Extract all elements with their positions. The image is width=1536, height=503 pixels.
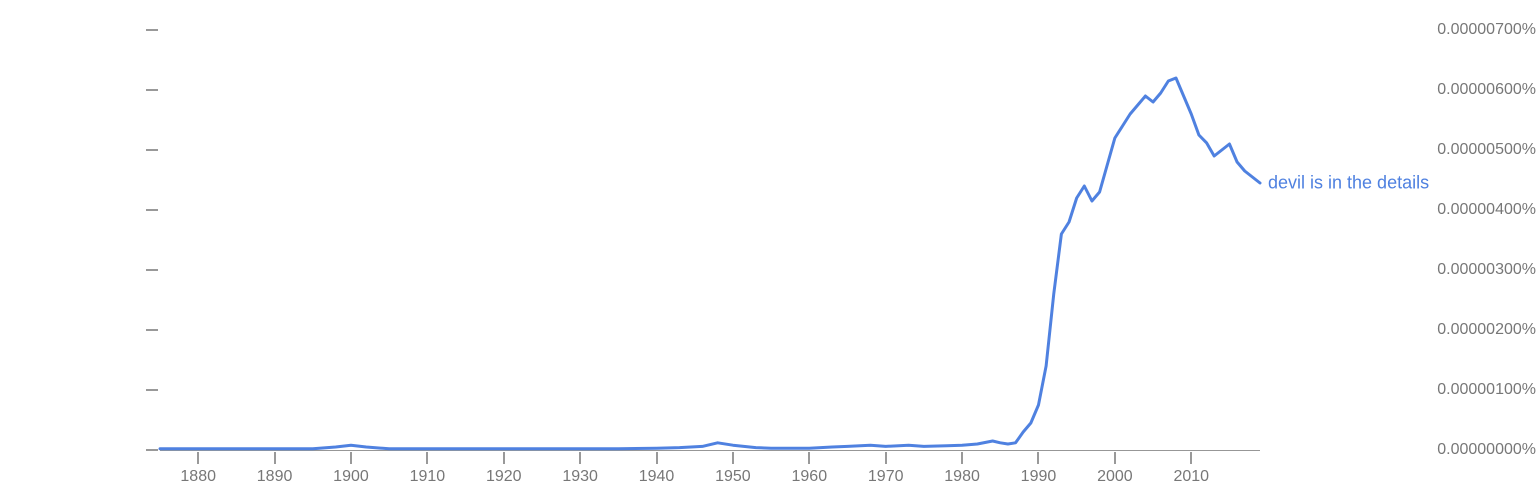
- series-line[interactable]: [160, 78, 1260, 449]
- series-label[interactable]: devil is in the details: [1268, 173, 1429, 194]
- plot-area: [0, 0, 1536, 503]
- ngram-chart: 0.00000000%0.00000100%0.00000200%0.00000…: [0, 0, 1536, 503]
